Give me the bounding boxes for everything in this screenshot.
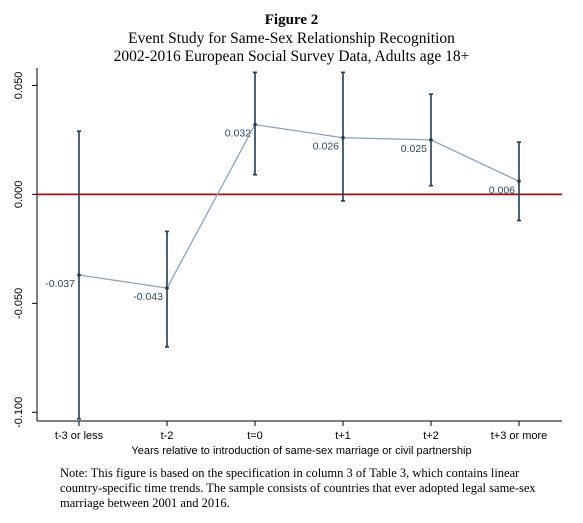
x-tick-label: t-2 [161, 430, 174, 442]
x-tick-label: t-3 or less [55, 430, 104, 442]
estimate-point [429, 138, 433, 142]
data-label: -0.043 [133, 291, 163, 303]
estimate-line [78, 123, 520, 289]
data-label: -0.037 [45, 278, 75, 290]
y-tick-label: -0.050 [13, 288, 25, 319]
event-study-chart: -0.100 -0.050 0.000 0.050 t-3 or less t-2 t=0 t… [13, 68, 562, 457]
figure-heading: Figure 2 [264, 12, 319, 28]
x-tick-label: t=0 [247, 430, 263, 442]
data-label: 0.006 [489, 184, 515, 196]
x-tick-label: t+2 [423, 430, 439, 442]
estimate-point [253, 122, 257, 127]
estimate-point [165, 286, 169, 290]
estimate-point [517, 179, 521, 184]
x-tick-label: t+3 or more [491, 430, 548, 442]
y-tick-label: -0.100 [13, 397, 25, 428]
estimate-point [77, 273, 81, 277]
y-tick-label: 0.050 [13, 72, 25, 100]
data-label: 0.026 [313, 141, 339, 153]
chart-subtitle: 2002-2016 European Social Survey Data, A… [113, 48, 470, 65]
x-axis-title: Years relative to introduction of same-s… [131, 445, 471, 457]
chart-title: Event Study for Same-Sex Relationship Re… [128, 30, 455, 47]
data-label: 0.032 [225, 128, 251, 140]
y-tick-label: 0.000 [13, 181, 25, 209]
estimate-point [341, 135, 345, 140]
figure-note: Note: This figure is based on the specif… [60, 466, 536, 510]
x-tick-label: t+1 [335, 430, 351, 442]
data-label: 0.025 [401, 143, 427, 155]
